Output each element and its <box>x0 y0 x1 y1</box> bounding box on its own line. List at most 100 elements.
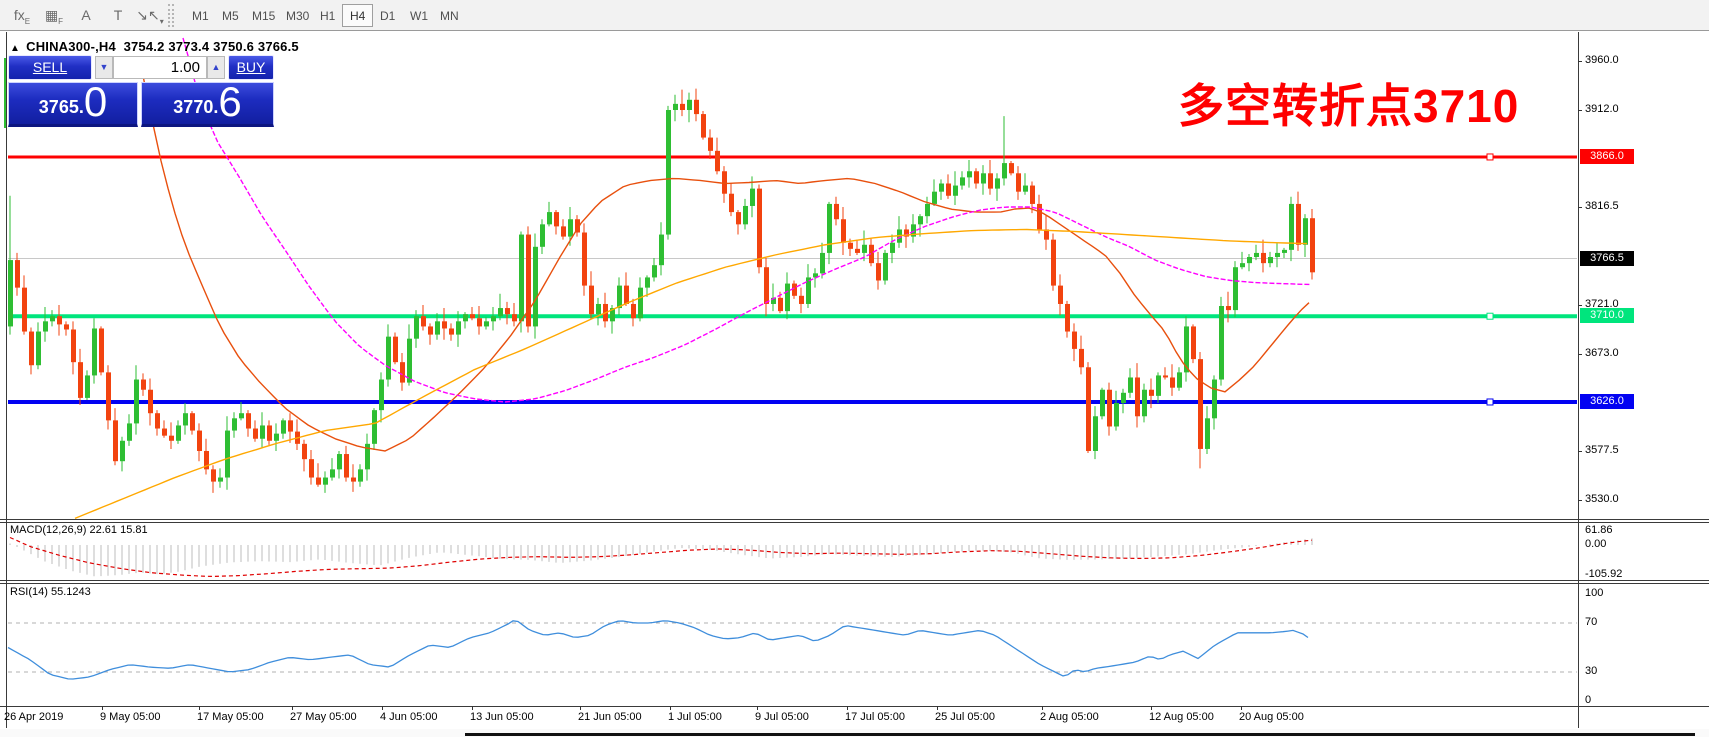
macd-scale-label: -105.92 <box>1585 568 1623 580</box>
candle-body <box>638 287 643 319</box>
candle-body <box>1149 389 1154 396</box>
candle-body <box>1275 252 1280 258</box>
candle-body <box>568 219 573 237</box>
resistance-line-handle[interactable] <box>1486 153 1494 161</box>
candle-body <box>435 321 440 335</box>
timeframe-m15-button[interactable]: M15 <box>252 9 276 23</box>
time-tick-mark <box>382 706 383 710</box>
collapse-arrow-icon[interactable]: ▲ <box>10 43 21 54</box>
timeframe-mn-button[interactable]: MN <box>440 9 459 23</box>
candle-body <box>456 321 461 335</box>
candle-body <box>736 212 741 225</box>
price-tick-mark <box>1578 353 1582 355</box>
support-line-handle[interactable] <box>1486 398 1494 406</box>
candle-body <box>239 413 244 419</box>
timeframe-m5-button[interactable]: M5 <box>222 9 239 23</box>
candle-body <box>1170 377 1175 388</box>
macd-separator-top[interactable] <box>0 519 1709 520</box>
pivot-line-handle[interactable] <box>1486 312 1494 320</box>
candle-body <box>379 379 384 411</box>
slow-ma-line <box>74 228 1308 520</box>
macd-separator-bottom[interactable] <box>0 522 1709 523</box>
price-tick-label: 3530.0 <box>1585 492 1619 505</box>
candle-body <box>1093 416 1098 451</box>
timeframe-h4-button[interactable]: H4 <box>342 4 374 27</box>
candle-body <box>491 316 496 322</box>
time-tick-mark <box>199 706 200 710</box>
horizontal-scrollbar[interactable] <box>0 729 1709 737</box>
volume-decrease-button[interactable]: ▼ <box>95 56 113 79</box>
toolbar-grip[interactable] <box>168 4 174 27</box>
volume-increase-button[interactable]: ▲ <box>207 56 225 79</box>
candle-body <box>1268 257 1273 264</box>
timeframe-w1-button[interactable]: W1 <box>410 9 428 23</box>
candle-body <box>477 318 482 327</box>
time-tick-mark <box>1151 706 1152 710</box>
candle-body <box>932 191 937 204</box>
sell-button[interactable]: SELL <box>8 55 92 80</box>
candle-body <box>1121 392 1126 404</box>
candle-body <box>617 285 622 309</box>
candle-body <box>953 185 958 196</box>
candle-body <box>673 103 678 111</box>
scrollbar-thumb[interactable] <box>465 733 1695 736</box>
text-box-icon[interactable]: T <box>113 7 123 23</box>
candle-body <box>561 226 566 237</box>
candle-body <box>78 362 83 398</box>
bid-price-display[interactable]: 3765. 0 <box>8 78 138 127</box>
candle-body <box>1051 239 1056 286</box>
candle-body <box>722 171 727 194</box>
candle-body <box>113 420 118 462</box>
timeframe-m30-button[interactable]: M30 <box>286 9 310 23</box>
arrow-objects-icon[interactable]: ↘↖▾ <box>136 7 164 26</box>
ask-price-display[interactable]: 3770. 6 <box>141 78 274 127</box>
time-tick-label: 17 May 05:00 <box>197 711 264 723</box>
time-tick-label: 17 Jul 05:00 <box>845 711 905 723</box>
time-tick-mark <box>102 706 103 710</box>
candle-body <box>645 277 650 288</box>
candle-body <box>554 212 559 227</box>
candle-body <box>1240 263 1245 268</box>
candle-body <box>834 203 839 220</box>
candle-body <box>904 229 909 237</box>
candle-body <box>99 328 104 373</box>
time-tick-mark <box>6 706 7 710</box>
price-tick-mark <box>1578 61 1582 62</box>
time-tick-mark <box>580 706 581 710</box>
volume-input[interactable] <box>113 56 207 79</box>
candle-body <box>960 177 965 186</box>
timeframe-h1-button[interactable]: H1 <box>320 9 336 23</box>
candle-body <box>911 224 916 237</box>
rsi-separator-top[interactable] <box>0 580 1709 581</box>
expert-advisor-icon[interactable]: fxE <box>13 7 31 26</box>
candle-body <box>540 224 545 247</box>
timeframe-m1-button[interactable]: M1 <box>192 9 209 23</box>
text-label-icon[interactable]: A <box>81 7 91 23</box>
candle-body <box>1254 252 1259 258</box>
ask-big-digit: 6 <box>218 78 242 125</box>
candle-body <box>974 171 979 184</box>
buy-button[interactable]: BUY <box>228 55 274 80</box>
price-tick-mark <box>1578 207 1582 209</box>
rsi-scale-label: 30 <box>1585 665 1598 677</box>
candle-body <box>512 314 517 322</box>
candle-body <box>799 295 804 304</box>
candle-body <box>694 99 699 115</box>
ohlc-values: 3754.2 3773.4 3750.6 3766.5 <box>123 39 299 54</box>
macd-label: MACD(12,26,9) 22.61 15.81 <box>10 524 148 536</box>
candle-body <box>57 316 62 325</box>
candle-body <box>715 150 720 172</box>
bid-big-digit: 0 <box>83 78 108 125</box>
candle-body <box>505 308 510 315</box>
grid-icon[interactable]: ▦F <box>44 7 64 26</box>
time-tick-mark <box>472 706 473 710</box>
candle-body <box>1128 377 1133 393</box>
candle-body <box>652 265 657 278</box>
timeframe-d1-button[interactable]: D1 <box>380 9 396 23</box>
rsi-separator-bottom[interactable] <box>0 583 1709 584</box>
time-tick-label: 20 Aug 05:00 <box>1239 711 1304 723</box>
support-line-badge: 3626.0 <box>1580 393 1634 409</box>
candle-body <box>29 331 34 366</box>
